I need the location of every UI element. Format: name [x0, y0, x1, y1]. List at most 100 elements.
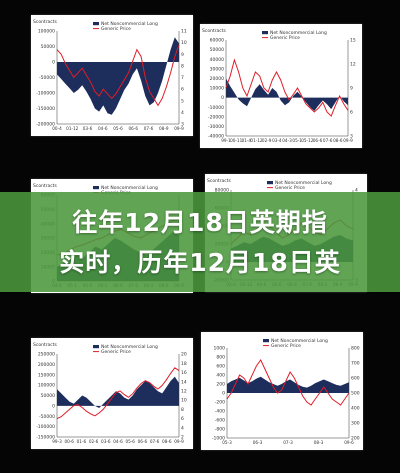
left-tick-label: 50000 — [41, 44, 55, 50]
right-tick-label: 10 — [181, 40, 187, 46]
left-tick-label: 100000 — [38, 29, 55, 35]
right-tick-label: 9 — [181, 52, 184, 58]
right-tick-label: 400 — [351, 406, 360, 412]
left-tick-label: -200 — [215, 400, 225, 406]
left-tick-label: 40000 — [210, 57, 224, 63]
x-tick-label: 05-1 — [292, 138, 302, 143]
x-tick-label: 08-6 — [162, 439, 172, 444]
right-tick-label: 700 — [351, 361, 360, 367]
right-tick-label: 12 — [181, 388, 187, 394]
right-tick-label: 6 — [181, 87, 184, 93]
legend-swatch-area — [93, 345, 99, 349]
left-tick-label: -800 — [215, 427, 225, 433]
left-tick-label: 50000 — [41, 393, 55, 399]
left-unit-label: Scontracts — [33, 19, 58, 25]
legend-label-price: Generic Price — [271, 343, 301, 349]
left-tick-label: 200 — [216, 382, 225, 388]
legend-swatch-area — [93, 186, 99, 190]
left-unit-label: Scontracts — [207, 178, 232, 184]
x-tick-label: 03-4 — [272, 138, 282, 143]
net-long-area — [57, 37, 179, 115]
x-tick-label: 00-4 — [52, 126, 62, 131]
left-tick-label: -100000 — [36, 91, 55, 97]
right-tick-label: 3 — [350, 134, 353, 140]
chart-panel-5: Scontracts 250000 200000 150000 100000 50000 0… — [31, 338, 193, 449]
left-tick-label: 250000 — [38, 352, 55, 358]
x-tick-label: 08-9 — [159, 126, 169, 131]
right-tick-label: 20 — [181, 352, 187, 358]
left-tick-label: -50000 — [39, 414, 55, 420]
x-tick-label: 07-3 — [283, 440, 293, 445]
legend-label-price: Generic Price — [270, 35, 300, 41]
x-tick-label: 06-6 — [313, 138, 323, 143]
x-tick-label: 09-9 — [174, 439, 184, 444]
price-line — [225, 58, 349, 117]
net-long-area — [226, 78, 348, 111]
left-tick-label: 600 — [216, 364, 225, 370]
legend-label-net-long: Net Noncommercial Long — [275, 180, 332, 186]
x-tick-label: 00-11 — [230, 138, 243, 143]
left-tick-label: 400 — [216, 373, 225, 379]
banner-title-line-2: 实时，历年12月18日英 — [59, 248, 341, 277]
right-tick-label: 500 — [351, 391, 360, 397]
left-tick-label: -1000 — [212, 436, 225, 442]
chart-svg-5: Scontracts 250000 200000 150000 100000 50000 0… — [33, 342, 187, 444]
x-tick-label: 04-3 — [282, 138, 292, 143]
left-tick-label: 60000 — [210, 38, 224, 44]
legend-label-price: Generic Price — [275, 185, 305, 191]
title-banner — [0, 192, 400, 292]
left-tick-label: 80000 — [215, 188, 229, 194]
right-tick-label: 11 — [181, 29, 187, 35]
x-tick-label: 07-6 — [323, 138, 333, 143]
right-tick-label: 18 — [181, 361, 187, 367]
net-long-area — [227, 376, 349, 393]
right-tick-label: 10 — [181, 398, 187, 404]
legend-swatch-area — [267, 181, 273, 185]
right-tick-label: 12 — [350, 62, 356, 68]
x-tick-label: 04-6 — [113, 439, 123, 444]
left-tick-label: 0 — [52, 403, 55, 409]
x-tick-label: 06-3 — [253, 440, 263, 445]
x-tick-label: 08-3 — [314, 440, 324, 445]
legend-label-net-long: Net Noncommercial Long — [101, 344, 158, 350]
x-tick-label: 05-12 — [301, 138, 314, 143]
left-unit-label: Scontracts — [202, 28, 227, 34]
x-tick-label: 07-6 — [150, 439, 160, 444]
right-tick-label: 4 — [181, 425, 184, 431]
left-tick-label: 0 — [222, 391, 225, 397]
x-tick-label: 00-6 — [64, 439, 74, 444]
legend-label-net-long: Net Noncommercial Long — [101, 21, 158, 27]
legend-swatch-area — [262, 31, 268, 35]
left-tick-label: -20000 — [208, 114, 224, 120]
left-tick-label: 50000 — [210, 47, 224, 53]
left-tick-label: -100000 — [36, 424, 55, 430]
x-tick-label: 01-6 — [77, 439, 87, 444]
x-tick-label: 09-6 — [344, 440, 354, 445]
legend-swatch-area — [93, 22, 99, 26]
x-tick-label: 05-6 — [125, 439, 135, 444]
chart-svg-1: Scontracts 100000 50000 0 -50000 -100000 -1500… — [33, 19, 187, 131]
right-tick-label: 2 — [181, 435, 184, 441]
right-tick-label: 3 — [181, 122, 184, 128]
x-tick-label: 06-6 — [128, 126, 138, 131]
chart-panel-6: 1000 800 600 400 200 0 -200 -400 -600 -800 -1000 80… — [201, 332, 363, 450]
x-tick-label: 02-6 — [89, 439, 99, 444]
left-tick-label: 150000 — [38, 372, 55, 378]
right-tick-label: 5 — [181, 98, 184, 104]
legend-label-price: Generic Price — [101, 349, 131, 355]
x-tick-label: 06-6 — [138, 439, 148, 444]
x-tick-label: 05-6 — [113, 126, 123, 131]
legend-label-net-long: Net Noncommercial Long — [101, 185, 158, 191]
left-tick-label: -600 — [215, 418, 225, 424]
left-tick-label: -400 — [215, 409, 225, 415]
left-unit-label: Scontracts — [33, 183, 58, 189]
x-tick-label: 01-12 — [66, 126, 79, 131]
left-tick-label: 0 — [221, 95, 224, 101]
x-tick-label: 03-6 — [83, 126, 93, 131]
right-tick-label: 8 — [181, 407, 184, 413]
left-tick-label: 800 — [216, 355, 225, 361]
x-tick-label: 08-6 — [333, 138, 343, 143]
right-tick-label: 15 — [350, 38, 356, 44]
right-tick-label: 6 — [350, 110, 353, 116]
left-unit-label: Scontracts — [33, 342, 58, 348]
